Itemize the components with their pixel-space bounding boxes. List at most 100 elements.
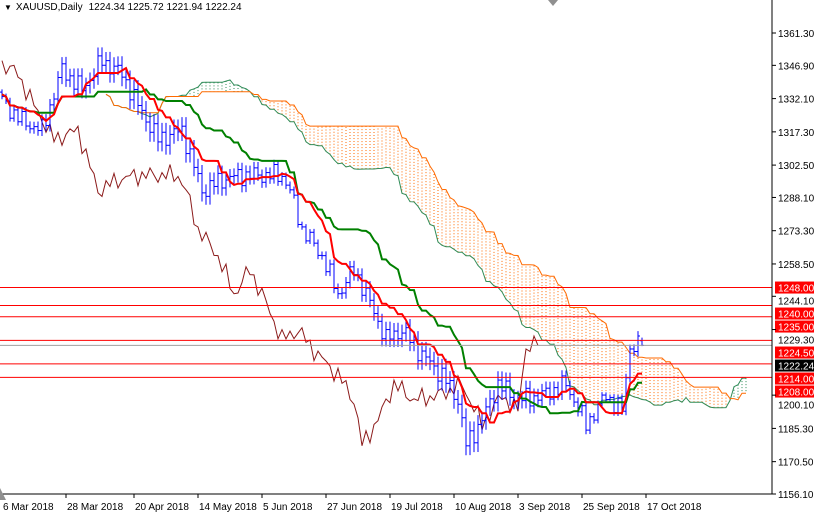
price-bar [628, 344, 632, 383]
y-tick-label: 1170.50 [778, 458, 814, 469]
y-tick-label: 1185.30 [778, 424, 814, 435]
price-bar [12, 106, 16, 122]
price-bar [604, 392, 608, 403]
price-bar [544, 381, 548, 398]
ichimoku-lines [1, 66, 642, 424]
price-bar [48, 98, 52, 132]
price-bar [136, 80, 140, 115]
price-bar [188, 139, 192, 163]
price-bar [384, 321, 388, 347]
x-tick-label: 20 Apr 2018 [135, 502, 189, 513]
price-bar [448, 371, 452, 393]
price-bar [420, 341, 424, 370]
chart-shift-marker-icon [548, 0, 558, 6]
price-bar [76, 68, 80, 97]
y-tick-label: 1346.90 [778, 61, 814, 72]
price-bar [124, 67, 128, 89]
price-bar [552, 381, 556, 406]
price-bar [608, 394, 612, 403]
tenkan-sen-line [1, 66, 642, 424]
price-bar [292, 186, 296, 199]
price-bar [464, 408, 468, 456]
price-bar [536, 388, 540, 408]
price-bar [316, 239, 320, 260]
price-bar [360, 268, 364, 302]
price-bar [36, 121, 40, 136]
price-bar [500, 371, 504, 400]
price-bar [436, 356, 440, 391]
dropdown-triangle-icon[interactable]: ▼ [4, 3, 12, 12]
price-bar [476, 415, 480, 453]
price-bar [468, 421, 472, 456]
price-bar [232, 168, 236, 184]
level-label: 1214.00 [778, 375, 814, 386]
price-bar [212, 172, 216, 195]
price-bar [328, 259, 332, 277]
price-bar [364, 281, 368, 303]
x-tick-label: 14 May 2018 [199, 502, 257, 513]
price-bar [540, 383, 544, 408]
price-bar [312, 228, 316, 247]
price-bar [16, 106, 20, 126]
price-bar [164, 122, 168, 155]
price-bar [148, 112, 152, 142]
y-tick-label: 1302.50 [778, 161, 814, 172]
price-bar [184, 117, 188, 163]
price-bar [372, 293, 376, 321]
price-bar [400, 324, 404, 348]
price-bar [560, 370, 564, 401]
price-bar [424, 341, 428, 367]
symbol-label: XAUUSD,Daily [15, 2, 83, 13]
chikou-span-line [1, 60, 539, 446]
price-bar [240, 162, 244, 193]
price-bar [320, 251, 324, 260]
price-bar [180, 117, 184, 142]
price-bar [272, 159, 276, 184]
price-bar [456, 389, 460, 414]
chikou-span [1, 60, 539, 446]
price-bar [340, 287, 344, 299]
price-bar [572, 389, 576, 407]
price-bar [296, 192, 300, 228]
senkou-span-b-line [105, 91, 746, 401]
price-bar [308, 229, 312, 245]
x-tick-label: 5 Jun 2018 [263, 502, 313, 513]
ohlc-readout: 1224.34 1225.72 1221.94 1222.24 [88, 2, 242, 13]
price-bar [388, 321, 392, 347]
horizontal-levels[interactable]: 1248.00 1240.00 1235.00 1224.50 1222.24 1214.… [0, 281, 814, 399]
price-bar [472, 421, 476, 453]
x-tick-label: 3 Sep 2018 [519, 502, 571, 513]
price-bar [636, 331, 640, 357]
price-bar [56, 71, 60, 106]
price-bar [72, 68, 76, 97]
price-bar [160, 122, 164, 152]
price-bar [444, 358, 448, 393]
level-label-bg [775, 320, 814, 333]
price-bar [224, 172, 228, 196]
price-bar [140, 96, 144, 120]
price-bar [324, 251, 328, 276]
x-tick-label: 19 Jul 2018 [391, 502, 443, 513]
y-tick-label: 1200.10 [778, 401, 814, 412]
price-bar [428, 347, 432, 371]
price-bar [236, 162, 240, 183]
level-label-bg [775, 307, 814, 320]
level-label: 1240.00 [778, 310, 814, 321]
price-bar [548, 381, 552, 406]
price-bar [492, 389, 496, 412]
price-bar [640, 337, 644, 347]
price-bar [64, 56, 68, 87]
y-tick-label: 1273.30 [778, 227, 814, 238]
price-bar [208, 172, 212, 205]
price-bar [460, 394, 464, 428]
price-bar [132, 80, 136, 110]
level-label-bg [775, 281, 814, 294]
price-bar [348, 261, 352, 289]
price-bar [156, 114, 160, 152]
price-bar [108, 51, 112, 83]
price-bar [216, 165, 220, 195]
kijun-sen-line [1, 88, 642, 415]
y-tick-label: 1229.30 [778, 336, 814, 347]
